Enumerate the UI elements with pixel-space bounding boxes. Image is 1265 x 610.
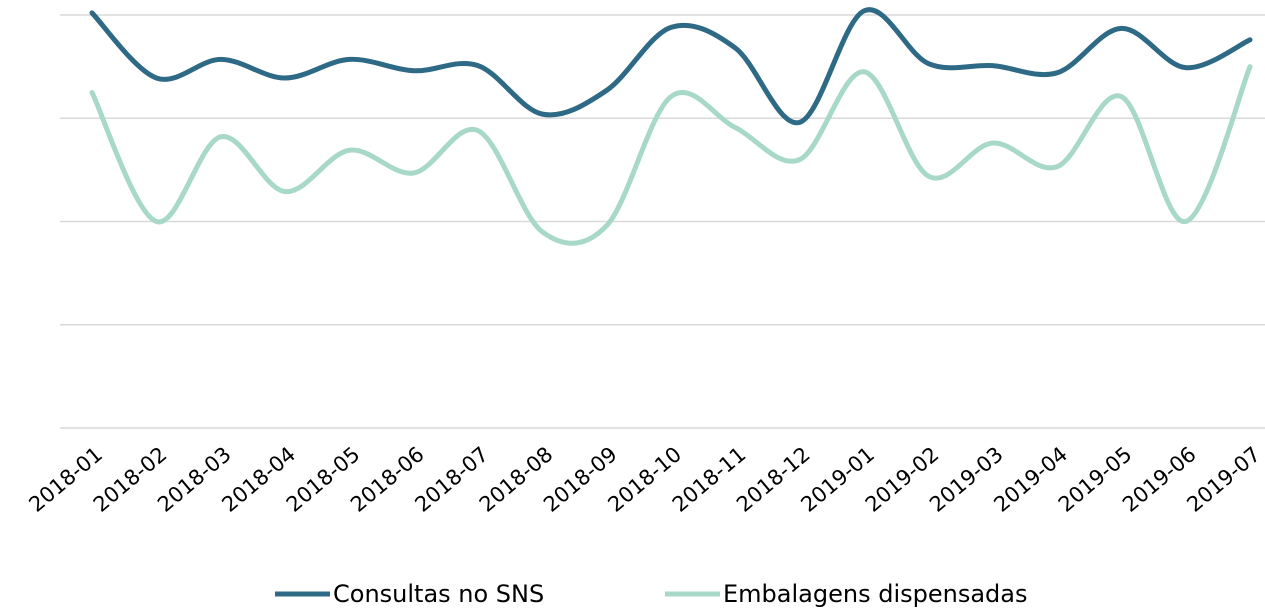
x-tick-label: 2019-07 — [1182, 442, 1265, 517]
legend-label: Consultas no SNS — [333, 580, 544, 608]
legend-label: Embalagens dispensadas — [723, 580, 1027, 608]
line-series — [89, 64, 1253, 246]
line-series — [89, 7, 1253, 125]
